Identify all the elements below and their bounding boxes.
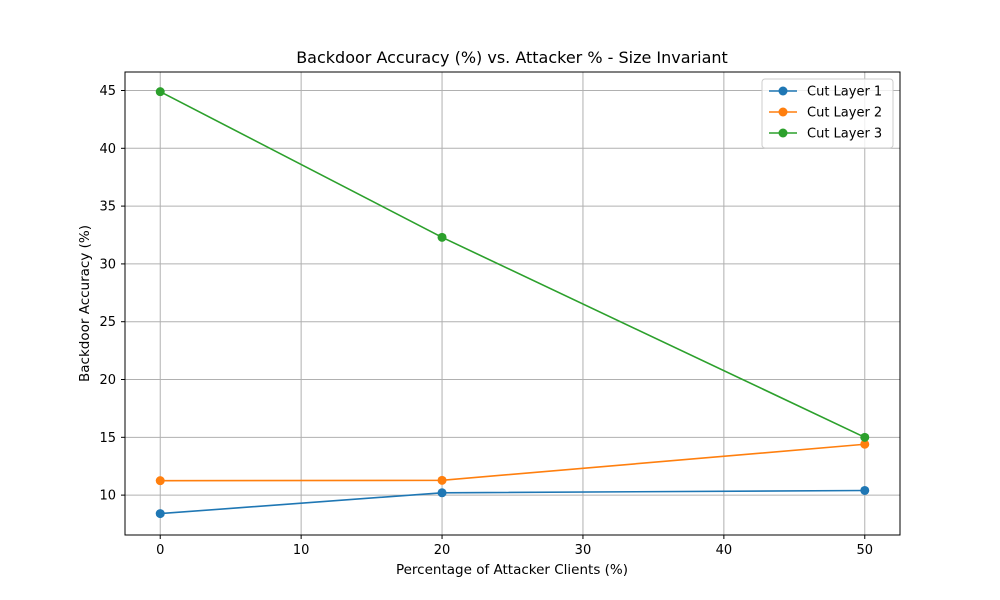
legend-label: Cut Layer 2 [807,106,882,121]
legend-box [761,78,894,149]
y-axis-title: Backdoor Accuracy (%) [77,225,93,382]
y-tick-label: 40 [99,142,116,157]
data-point [155,509,165,519]
y-tick-label: 30 [99,257,116,272]
series-2 [155,439,870,486]
legend-label: Cut Layer 1 [807,85,882,100]
x-tick-label: 50 [856,543,873,558]
data-point [437,488,447,498]
legend-marker [778,86,788,96]
legend: Cut Layer 1 Cut Layer 2 Cut Layer 3 [761,78,894,149]
legend-marker [778,107,788,117]
x-tick-label: 10 [293,543,310,558]
series-3 [155,87,870,442]
data-point [155,87,165,97]
legend-label: Cut Layer 3 [807,127,882,142]
legend-entry: Cut Layer 3 [769,127,882,142]
x-tick-label: 20 [434,543,451,558]
axis-ticks: 0 10 20 30 40 50 10 15 20 25 30 35 40 45 [99,84,873,558]
y-tick-label: 20 [99,373,116,388]
data-point [860,485,870,495]
legend-marker [778,128,788,138]
data-point [860,439,870,449]
data-point [860,432,870,442]
x-tick-label: 40 [716,543,733,558]
legend-entry: Cut Layer 2 [769,106,882,121]
y-tick-label: 25 [99,315,116,330]
chart-title: Backdoor Accuracy (%) vs. Attacker % - S… [296,48,728,67]
legend-entry: Cut Layer 1 [769,85,882,100]
x-tick-label: 30 [575,543,592,558]
series-layer [155,87,870,519]
x-axis-title: Percentage of Attacker Clients (%) [396,562,628,578]
y-tick-label: 10 [99,489,116,504]
y-tick-label: 35 [99,200,116,215]
data-point [437,232,447,242]
data-point [155,476,165,486]
y-tick-label: 15 [99,431,116,446]
series-1 [155,485,870,519]
x-tick-label: 0 [156,543,164,558]
data-point [437,475,447,485]
plot-area-frame [124,71,901,536]
grid-lines [125,72,900,535]
y-tick-label: 45 [99,84,116,99]
